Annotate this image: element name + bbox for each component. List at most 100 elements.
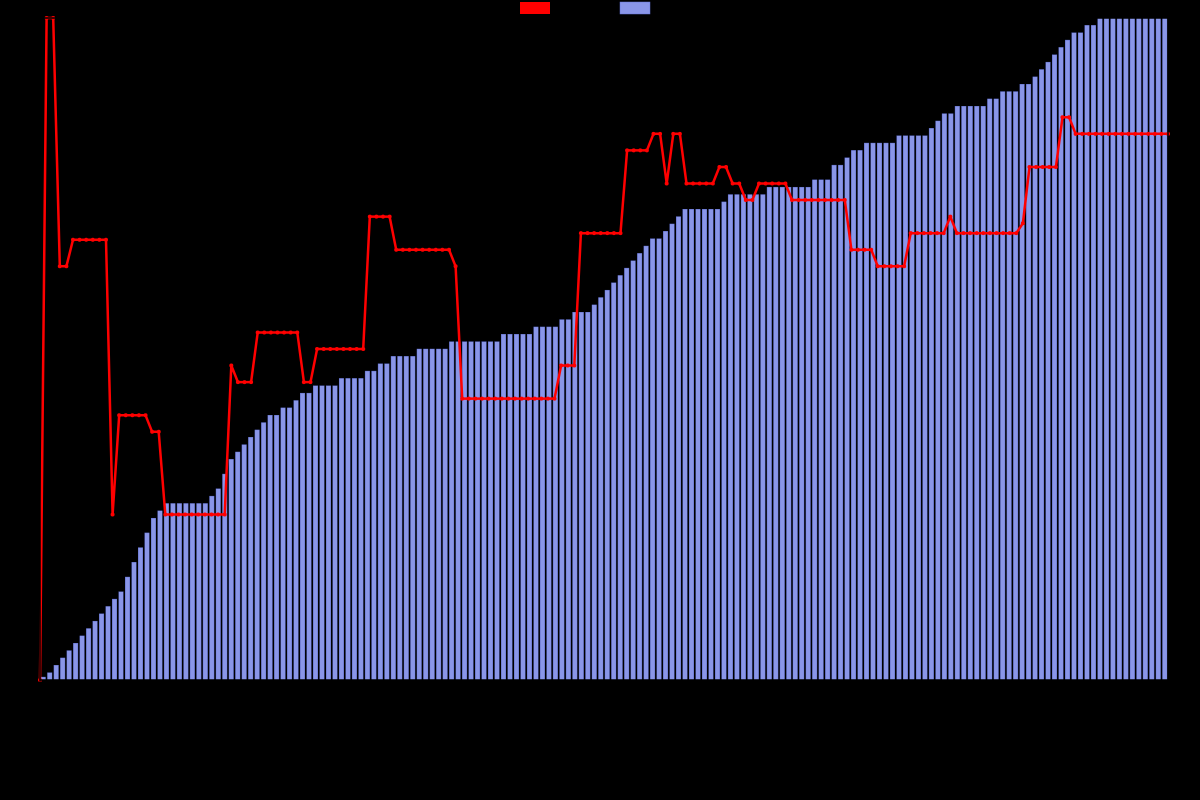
line-marker bbox=[645, 148, 649, 152]
bar bbox=[1085, 25, 1090, 680]
bar bbox=[949, 114, 954, 680]
bar bbox=[799, 187, 804, 680]
bar bbox=[112, 599, 117, 680]
combo-chart: 3,03,23,43,63,84,04,24,44,64,85,00510152… bbox=[0, 0, 1200, 800]
bar bbox=[994, 99, 999, 680]
bar bbox=[663, 231, 668, 680]
bar bbox=[910, 136, 915, 680]
line-marker bbox=[177, 513, 181, 517]
bar bbox=[611, 283, 616, 680]
bar bbox=[566, 320, 571, 680]
line-marker bbox=[440, 248, 444, 252]
line-marker bbox=[157, 430, 161, 434]
line-marker bbox=[454, 264, 458, 268]
bar bbox=[702, 209, 707, 680]
line-marker bbox=[361, 347, 365, 351]
line-marker bbox=[1146, 132, 1150, 136]
line-marker bbox=[183, 513, 187, 517]
line-marker bbox=[559, 364, 563, 368]
line-marker bbox=[104, 238, 108, 242]
bar bbox=[780, 187, 785, 680]
line-marker bbox=[810, 198, 814, 202]
line-marker bbox=[335, 347, 339, 351]
line-marker bbox=[64, 264, 68, 268]
y-right-tick-label: 20 bbox=[1174, 381, 1186, 393]
bar bbox=[890, 143, 895, 680]
bar bbox=[514, 334, 519, 680]
y-right-tick-label: 30 bbox=[1174, 234, 1186, 246]
bar bbox=[242, 445, 247, 680]
line-marker bbox=[882, 264, 886, 268]
line-marker bbox=[777, 182, 781, 186]
line-marker bbox=[117, 413, 121, 417]
bar bbox=[475, 342, 480, 680]
line-marker bbox=[896, 264, 900, 268]
bar bbox=[851, 150, 856, 680]
line-marker bbox=[71, 238, 75, 242]
line-marker bbox=[513, 397, 517, 401]
bar bbox=[177, 503, 182, 680]
bar bbox=[761, 195, 766, 680]
bar bbox=[145, 533, 150, 680]
line-marker bbox=[750, 198, 754, 202]
line-marker bbox=[1027, 165, 1031, 169]
bar bbox=[1137, 18, 1142, 680]
bar bbox=[722, 202, 727, 680]
bar bbox=[235, 452, 240, 680]
line-marker bbox=[500, 397, 504, 401]
line-marker bbox=[856, 248, 860, 252]
line-marker bbox=[994, 231, 998, 235]
line-marker bbox=[111, 513, 115, 517]
line-marker bbox=[836, 198, 840, 202]
bar bbox=[488, 342, 493, 680]
bar bbox=[936, 121, 941, 680]
line-marker bbox=[830, 198, 834, 202]
bar bbox=[897, 136, 902, 680]
bar bbox=[741, 195, 746, 680]
line-marker bbox=[533, 397, 537, 401]
line-marker bbox=[546, 397, 550, 401]
line-marker bbox=[473, 397, 477, 401]
bar bbox=[650, 239, 655, 680]
line-marker bbox=[757, 182, 761, 186]
bar bbox=[1143, 18, 1148, 680]
bar bbox=[449, 342, 454, 680]
line-marker bbox=[1060, 115, 1064, 119]
bar bbox=[307, 393, 312, 680]
line-marker bbox=[1113, 132, 1117, 136]
line-marker bbox=[684, 182, 688, 186]
bar bbox=[832, 165, 837, 680]
line-marker bbox=[97, 238, 101, 242]
bar bbox=[579, 312, 584, 680]
line-marker bbox=[902, 264, 906, 268]
line-marker bbox=[671, 132, 675, 136]
bar bbox=[728, 195, 733, 680]
bar bbox=[443, 349, 448, 680]
y-left-tick-label: 4,6 bbox=[19, 145, 34, 157]
line-marker bbox=[942, 231, 946, 235]
line-marker bbox=[506, 397, 510, 401]
line-marker bbox=[144, 413, 148, 417]
line-marker bbox=[915, 231, 919, 235]
bar bbox=[534, 327, 539, 680]
line-marker bbox=[724, 165, 728, 169]
line-marker bbox=[579, 231, 583, 235]
bar bbox=[47, 673, 52, 680]
bar bbox=[670, 224, 675, 680]
line-marker bbox=[401, 248, 405, 252]
line-marker bbox=[130, 413, 134, 417]
bar bbox=[877, 143, 882, 680]
bar bbox=[326, 386, 331, 680]
line-marker bbox=[394, 248, 398, 252]
bar bbox=[637, 253, 642, 680]
line-marker bbox=[210, 513, 214, 517]
bar bbox=[540, 327, 545, 680]
line-marker bbox=[328, 347, 332, 351]
line-marker bbox=[381, 215, 385, 219]
line-marker bbox=[249, 380, 253, 384]
line-marker bbox=[638, 148, 642, 152]
line-marker bbox=[190, 513, 194, 517]
bar bbox=[806, 187, 811, 680]
bar bbox=[164, 503, 169, 680]
line-marker bbox=[493, 397, 497, 401]
